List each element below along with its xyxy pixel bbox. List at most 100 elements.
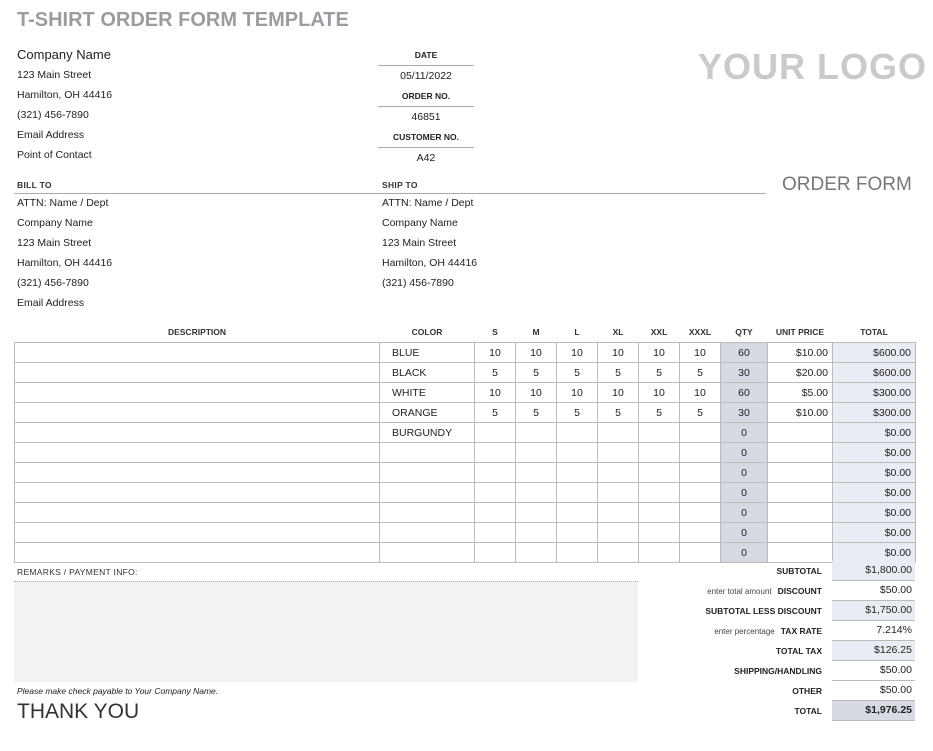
cell-xl[interactable]: 10	[597, 342, 639, 363]
cell-xl[interactable]: 5	[597, 402, 639, 423]
cell-xl[interactable]	[597, 502, 639, 523]
cell-description[interactable]	[14, 342, 380, 363]
cell-xxxl[interactable]: 5	[679, 402, 721, 423]
cell-xxl[interactable]	[638, 522, 680, 543]
cell-xxxl[interactable]	[679, 422, 721, 443]
cell-color[interactable]: BLACK	[379, 362, 475, 383]
cell-l[interactable]	[556, 542, 598, 563]
totals-value[interactable]: $50.00	[832, 581, 915, 601]
cell-xxl[interactable]: 5	[638, 362, 680, 383]
cell-xxxl[interactable]: 5	[679, 362, 721, 383]
cell-l[interactable]: 10	[556, 342, 598, 363]
totals-value[interactable]: $50.00	[832, 661, 915, 681]
remarks-input[interactable]	[14, 581, 638, 682]
cell-s[interactable]	[474, 522, 516, 543]
cell-description[interactable]	[14, 482, 380, 503]
cell-m[interactable]	[515, 482, 557, 503]
cell-xxl[interactable]: 10	[638, 382, 680, 403]
cell-s[interactable]: 5	[474, 362, 516, 383]
cell-xxl[interactable]	[638, 442, 680, 463]
cell-description[interactable]	[14, 542, 380, 563]
cell-xxxl[interactable]	[679, 482, 721, 503]
cell-l[interactable]	[556, 522, 598, 543]
cell-xxxl[interactable]	[679, 442, 721, 463]
cell-s[interactable]	[474, 462, 516, 483]
cell-xxl[interactable]: 5	[638, 402, 680, 423]
cell-xl[interactable]: 5	[597, 362, 639, 383]
cell-description[interactable]	[14, 362, 380, 383]
cell-color[interactable]	[379, 442, 475, 463]
cell-m[interactable]: 10	[515, 382, 557, 403]
cell-unit-price[interactable]	[767, 422, 833, 443]
cell-xxl[interactable]	[638, 542, 680, 563]
cell-xxl[interactable]: 10	[638, 342, 680, 363]
cell-s[interactable]	[474, 482, 516, 503]
cell-xl[interactable]: 10	[597, 382, 639, 403]
cell-unit-price[interactable]	[767, 482, 833, 503]
cell-l[interactable]: 5	[556, 362, 598, 383]
date-value[interactable]: 05/11/2022	[400, 70, 452, 82]
cell-xxl[interactable]	[638, 482, 680, 503]
cell-description[interactable]	[14, 422, 380, 443]
cell-xxxl[interactable]	[679, 502, 721, 523]
cell-xxl[interactable]	[638, 422, 680, 443]
cell-color[interactable]	[379, 502, 475, 523]
cell-l[interactable]	[556, 422, 598, 443]
cell-unit-price[interactable]	[767, 502, 833, 523]
bill-company[interactable]: Company Name	[17, 217, 93, 229]
cell-l[interactable]	[556, 482, 598, 503]
cell-s[interactable]: 10	[474, 382, 516, 403]
cell-xxl[interactable]	[638, 502, 680, 523]
order-no-value[interactable]: 46851	[411, 111, 441, 123]
cell-s[interactable]	[474, 502, 516, 523]
cell-m[interactable]	[515, 422, 557, 443]
cell-m[interactable]	[515, 522, 557, 543]
cell-s[interactable]	[474, 422, 516, 443]
bill-street[interactable]: 123 Main Street	[17, 237, 92, 249]
cell-color[interactable]: WHITE	[379, 382, 475, 403]
cell-color[interactable]: BLUE	[379, 342, 475, 363]
cell-m[interactable]	[515, 542, 557, 563]
ship-company[interactable]: Company Name	[382, 217, 458, 229]
cell-xl[interactable]	[597, 522, 639, 543]
cell-description[interactable]	[14, 382, 380, 403]
cell-m[interactable]: 10	[515, 342, 557, 363]
cell-xxxl[interactable]	[679, 462, 721, 483]
cell-xxxl[interactable]: 10	[679, 382, 721, 403]
cell-l[interactable]: 10	[556, 382, 598, 403]
cell-color[interactable]	[379, 482, 475, 503]
ship-street[interactable]: 123 Main Street	[382, 237, 457, 249]
cell-color[interactable]	[379, 522, 475, 543]
customer-no-value[interactable]: A42	[416, 152, 436, 164]
cell-xl[interactable]	[597, 422, 639, 443]
cell-m[interactable]: 5	[515, 402, 557, 423]
cell-m[interactable]	[515, 442, 557, 463]
cell-unit-price[interactable]: $5.00	[767, 382, 833, 403]
bill-phone[interactable]: (321) 456-7890	[17, 277, 89, 289]
cell-color[interactable]: BURGUNDY	[379, 422, 475, 443]
cell-m[interactable]: 5	[515, 362, 557, 383]
cell-s[interactable]	[474, 442, 516, 463]
totals-value[interactable]: $50.00	[832, 681, 915, 701]
cell-l[interactable]: 5	[556, 402, 598, 423]
cell-unit-price[interactable]	[767, 462, 833, 483]
cell-xxl[interactable]	[638, 462, 680, 483]
cell-unit-price[interactable]: $10.00	[767, 342, 833, 363]
cell-unit-price[interactable]	[767, 542, 833, 563]
cell-s[interactable]	[474, 542, 516, 563]
bill-city[interactable]: Hamilton, OH 44416	[17, 257, 113, 269]
cell-xxxl[interactable]	[679, 522, 721, 543]
cell-unit-price[interactable]	[767, 522, 833, 543]
cell-unit-price[interactable]	[767, 442, 833, 463]
cell-s[interactable]: 10	[474, 342, 516, 363]
ship-city[interactable]: Hamilton, OH 44416	[382, 257, 478, 269]
cell-m[interactable]	[515, 502, 557, 523]
cell-xl[interactable]	[597, 482, 639, 503]
ship-attn[interactable]: ATTN: Name / Dept	[382, 197, 474, 209]
ship-phone[interactable]: (321) 456-7890	[382, 277, 454, 289]
cell-description[interactable]	[14, 522, 380, 543]
cell-l[interactable]	[556, 462, 598, 483]
cell-xxxl[interactable]	[679, 542, 721, 563]
totals-value[interactable]: 7.214%	[832, 621, 915, 641]
cell-description[interactable]	[14, 462, 380, 483]
